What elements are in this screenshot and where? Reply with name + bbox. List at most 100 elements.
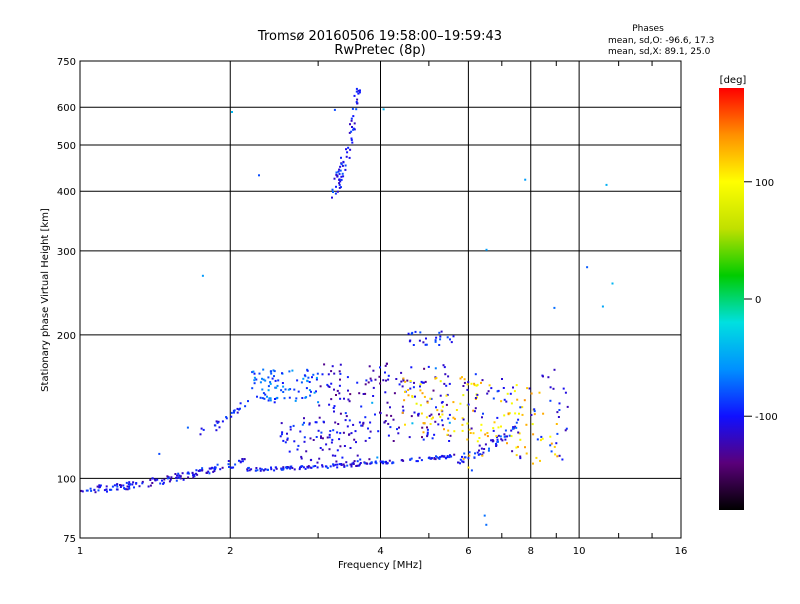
data-point — [337, 423, 340, 425]
data-point — [216, 463, 219, 466]
data-point — [300, 381, 303, 384]
data-point — [434, 340, 437, 343]
data-point — [407, 389, 410, 391]
data-point — [193, 473, 195, 476]
data-point — [261, 388, 264, 391]
data-point — [496, 390, 499, 393]
data-point — [420, 412, 423, 415]
data-point — [109, 488, 111, 491]
data-point — [284, 388, 287, 391]
data-point — [202, 428, 205, 431]
data-point — [533, 410, 536, 413]
data-point — [339, 412, 342, 415]
data-point — [168, 480, 171, 483]
data-point — [255, 467, 258, 469]
data-point — [420, 459, 423, 462]
data-point — [372, 369, 375, 372]
data-point — [309, 437, 312, 440]
data-point — [410, 415, 413, 418]
data-point — [403, 399, 406, 402]
data-point — [288, 370, 291, 373]
data-point — [320, 436, 322, 439]
data-point — [514, 412, 517, 415]
data-point — [356, 98, 359, 101]
data-point — [463, 378, 466, 381]
data-point — [187, 472, 190, 475]
data-point — [552, 387, 555, 390]
data-point — [338, 173, 341, 175]
data-point — [306, 380, 309, 383]
data-point — [221, 420, 224, 423]
data-point — [133, 486, 135, 489]
data-point — [116, 485, 119, 488]
data-point — [343, 397, 345, 400]
data-point — [201, 274, 204, 277]
data-point — [260, 468, 263, 471]
data-point — [382, 379, 385, 382]
data-point — [181, 472, 184, 475]
data-point — [434, 339, 437, 342]
x-tick-label: 4 — [377, 546, 383, 557]
data-point — [270, 372, 273, 375]
data-point — [539, 459, 541, 462]
data-point — [247, 400, 249, 403]
data-point — [445, 384, 448, 387]
data-point — [507, 412, 510, 415]
data-point — [470, 469, 473, 472]
data-point — [382, 462, 385, 465]
data-point — [382, 461, 385, 464]
data-point — [151, 482, 154, 484]
data-point — [482, 412, 484, 415]
data-point — [166, 477, 169, 480]
data-point — [338, 168, 341, 171]
data-point — [214, 466, 217, 469]
data-point — [350, 139, 353, 141]
data-point — [166, 475, 169, 478]
data-point — [356, 381, 359, 384]
data-point — [330, 441, 333, 444]
data-point — [495, 435, 498, 438]
data-point — [208, 472, 211, 475]
data-point — [359, 89, 361, 92]
data-point — [385, 462, 388, 465]
data-point — [501, 439, 504, 442]
data-point — [122, 484, 125, 487]
data-point — [333, 108, 336, 111]
data-point — [490, 387, 493, 390]
data-point — [138, 485, 141, 488]
data-point — [368, 365, 371, 368]
data-point — [81, 490, 84, 493]
data-point — [346, 464, 349, 467]
data-point — [532, 462, 534, 465]
data-point — [398, 383, 401, 386]
data-point — [267, 385, 270, 388]
data-point — [259, 381, 262, 384]
data-point — [515, 454, 518, 457]
data-point — [335, 394, 337, 396]
data-point — [267, 399, 270, 402]
data-point — [349, 148, 352, 151]
data-point — [301, 423, 304, 426]
data-point — [147, 485, 150, 488]
colorbar-tick-label: 100 — [755, 178, 774, 189]
data-point — [426, 435, 429, 438]
data-point — [368, 458, 371, 461]
data-point — [323, 363, 326, 366]
data-point — [372, 386, 375, 389]
data-point — [261, 397, 264, 400]
data-point — [328, 386, 331, 388]
data-point — [355, 101, 358, 103]
stats-line-o: mean, sd,O: -96.6, 17.3 — [608, 36, 714, 46]
data-point — [274, 379, 277, 382]
data-point — [99, 484, 102, 487]
data-point — [170, 476, 173, 479]
data-point — [351, 462, 354, 465]
data-point — [317, 429, 320, 432]
data-point — [335, 185, 337, 188]
data-point — [448, 440, 451, 442]
data-point — [409, 387, 412, 390]
data-point — [517, 418, 520, 421]
data-point — [149, 484, 152, 487]
data-point — [395, 378, 398, 380]
data-point — [434, 367, 437, 370]
